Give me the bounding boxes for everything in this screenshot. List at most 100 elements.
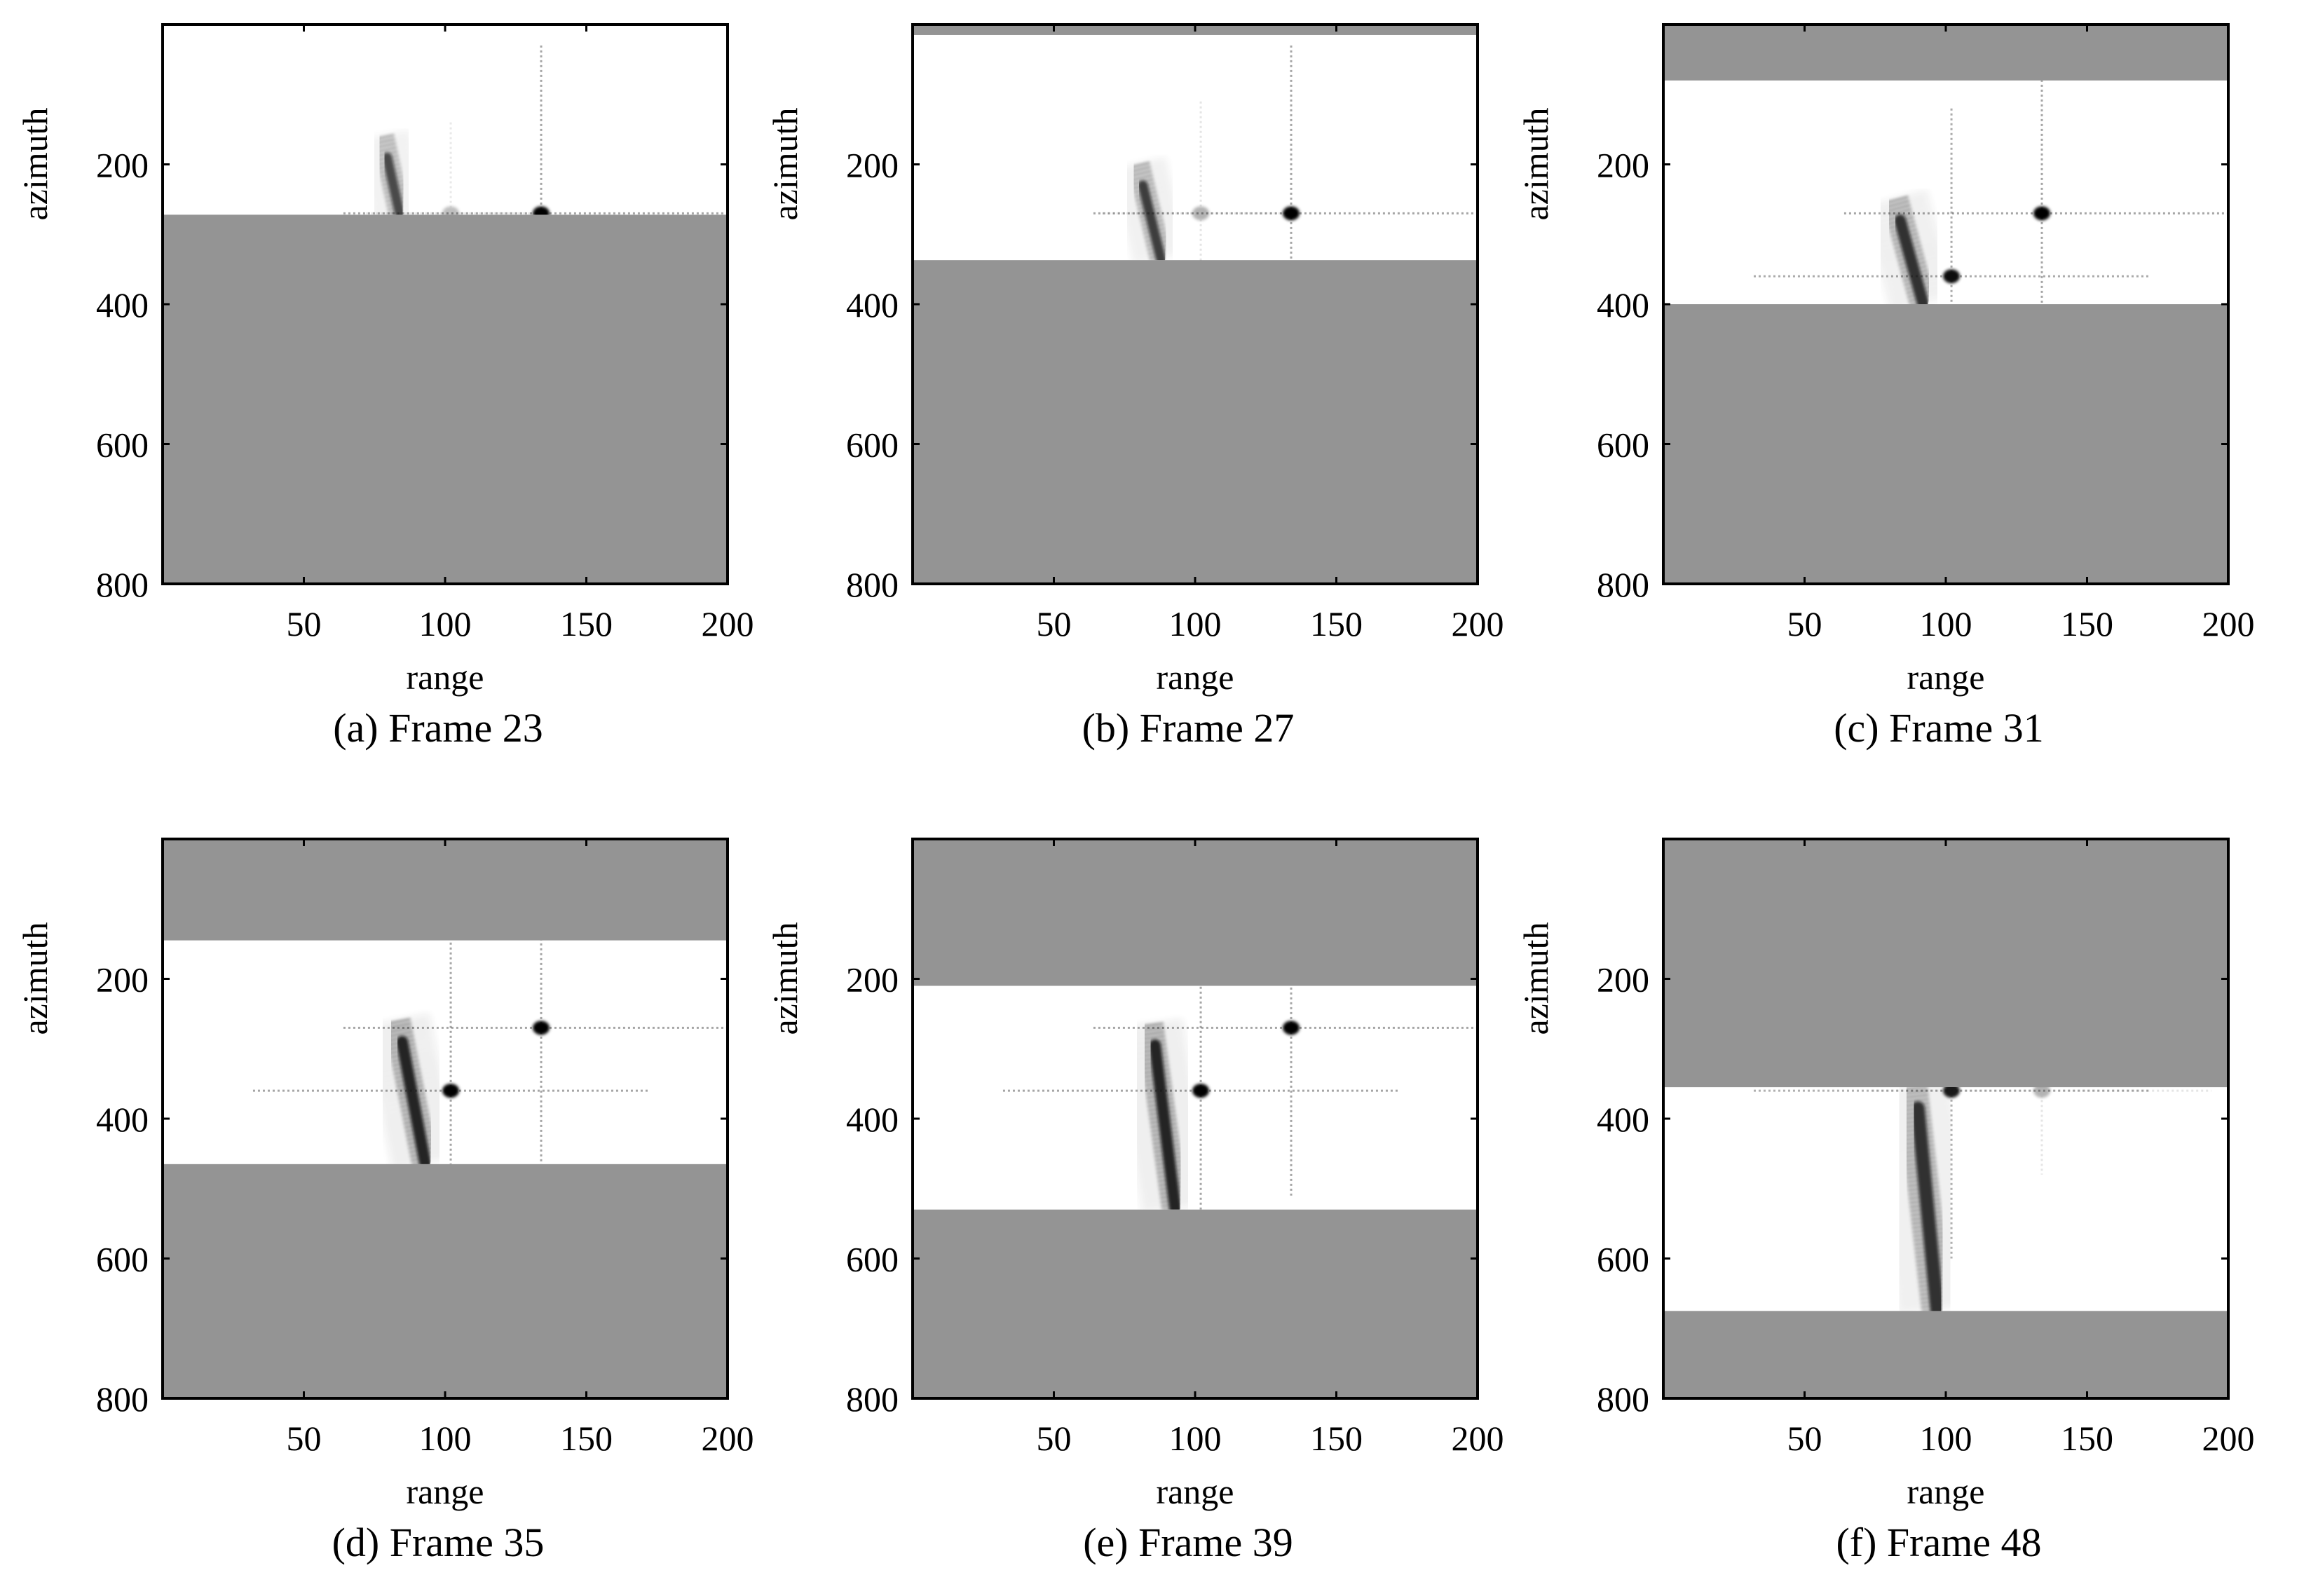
x-tick-label: 150 [2061,604,2113,643]
y-axis-label: azimuth [15,107,55,220]
x-tick-label: 100 [1920,604,1972,643]
point-target [1843,80,2228,305]
point-core [533,1021,550,1035]
plot-area [913,839,1478,1398]
x-tick-label: 100 [419,604,472,643]
y-tick-label: 200 [846,146,899,185]
y-tick-label: 800 [846,565,899,604]
streak-core [382,152,405,215]
point-core [442,206,460,215]
y-tick-label: 800 [1597,565,1649,604]
streak-core [1149,1039,1182,1210]
x-axis-label: range [1156,657,1234,697]
streak-target [1111,158,1189,261]
point-core [1192,1084,1210,1098]
plot-area [163,839,728,1398]
streak-core [396,1035,432,1164]
point-core [1283,206,1300,221]
visible-window [1663,80,2228,305]
y-tick-label: 200 [1597,960,1649,1000]
x-tick-label: 200 [702,1419,754,1458]
streak-core [1138,180,1166,261]
targets [343,45,728,215]
point-core [1192,206,1210,221]
x-tick-label: 100 [1920,1419,1972,1458]
streak-band [371,134,411,215]
x-axis-label: range [1156,1472,1234,1511]
point-target [1093,985,1478,1196]
panel-caption: (b) Frame 27 [1082,705,1295,751]
y-axis-label: azimuth [1516,107,1555,220]
y-tick-label: 200 [96,960,149,1000]
point-core [1283,1021,1300,1035]
plot-area [163,25,728,584]
panel-caption: (a) Frame 23 [333,705,543,751]
y-tick-label: 400 [96,1100,149,1139]
panel-1: 50 100 150 200 200 400 600 800 range azimuth (a) F… [15,23,754,751]
targets [1002,985,1478,1210]
x-tick-label: 150 [560,604,613,643]
y-tick-label: 600 [1597,425,1649,465]
point-target [252,940,649,1164]
y-tick-label: 400 [1597,285,1649,325]
x-tick-label: 200 [2202,604,2255,643]
streak-target [1116,1019,1209,1210]
y-axis-label: azimuth [765,922,805,1035]
point-core [442,1084,460,1098]
visible-window [913,34,1478,261]
y-axis-label: azimuth [765,107,805,220]
plot-area [1663,25,2228,584]
y-tick-label: 800 [96,1379,149,1419]
panel-4: 50 100 150 200 200 400 600 800 range azimuth (d) F… [15,838,754,1565]
panel-2: 50 100 150 200 200 400 600 800 range azimuth (b) F… [765,23,1504,751]
visible-window [163,940,728,1164]
point-target [1753,108,2150,305]
x-axis-label: range [1907,1472,1984,1511]
panel-caption: (d) Frame 35 [332,1520,545,1565]
visible-window [163,25,728,215]
point-core [2033,1087,2051,1098]
y-tick-label: 600 [846,1240,899,1279]
streak-target [355,130,428,215]
x-tick-label: 150 [1310,1419,1363,1458]
x-tick-label: 100 [1169,1419,1222,1458]
x-tick-label: 150 [1310,604,1363,643]
y-tick-label: 800 [1597,1379,1649,1419]
x-tick-label: 50 [1787,1419,1822,1458]
point-core [2033,206,2051,221]
panel-6: 50 100 150 200 200 400 600 800 range azimuth (f) F… [1516,838,2255,1565]
y-tick-label: 600 [96,1240,149,1279]
panel-caption: (e) Frame 39 [1083,1520,1293,1565]
x-axis-label: range [406,1472,484,1511]
x-tick-label: 50 [1787,604,1822,643]
x-axis-label: range [1907,657,1984,697]
plot-area [1663,839,2228,1398]
panel-caption: (c) Frame 31 [1834,705,2044,751]
y-axis-label: azimuth [1516,922,1555,1035]
y-axis-label: azimuth [15,922,55,1035]
targets [252,940,728,1164]
plot-area [913,25,1478,584]
targets [1753,1087,2211,1311]
streak-target [1872,1087,1977,1311]
x-tick-label: 200 [1452,604,1504,643]
y-tick-label: 200 [846,960,899,1000]
x-axis-label: range [406,657,484,697]
y-tick-label: 200 [1597,146,1649,185]
y-tick-label: 600 [1597,1240,1649,1279]
y-tick-label: 400 [1597,1100,1649,1139]
x-tick-label: 50 [1037,1419,1072,1458]
y-tick-label: 200 [96,146,149,185]
y-tick-label: 400 [846,285,899,325]
x-tick-label: 200 [1452,1419,1504,1458]
y-tick-label: 800 [846,1379,899,1419]
x-tick-label: 100 [419,1419,472,1458]
streak-target [364,1014,459,1164]
y-tick-label: 600 [846,425,899,465]
panel-3: 50 100 150 200 200 400 600 800 range azimuth (c) F… [1516,23,2255,751]
y-tick-label: 400 [96,285,149,325]
streak-core [1911,1101,1944,1311]
x-tick-label: 100 [1169,604,1222,643]
x-tick-label: 50 [1037,604,1072,643]
